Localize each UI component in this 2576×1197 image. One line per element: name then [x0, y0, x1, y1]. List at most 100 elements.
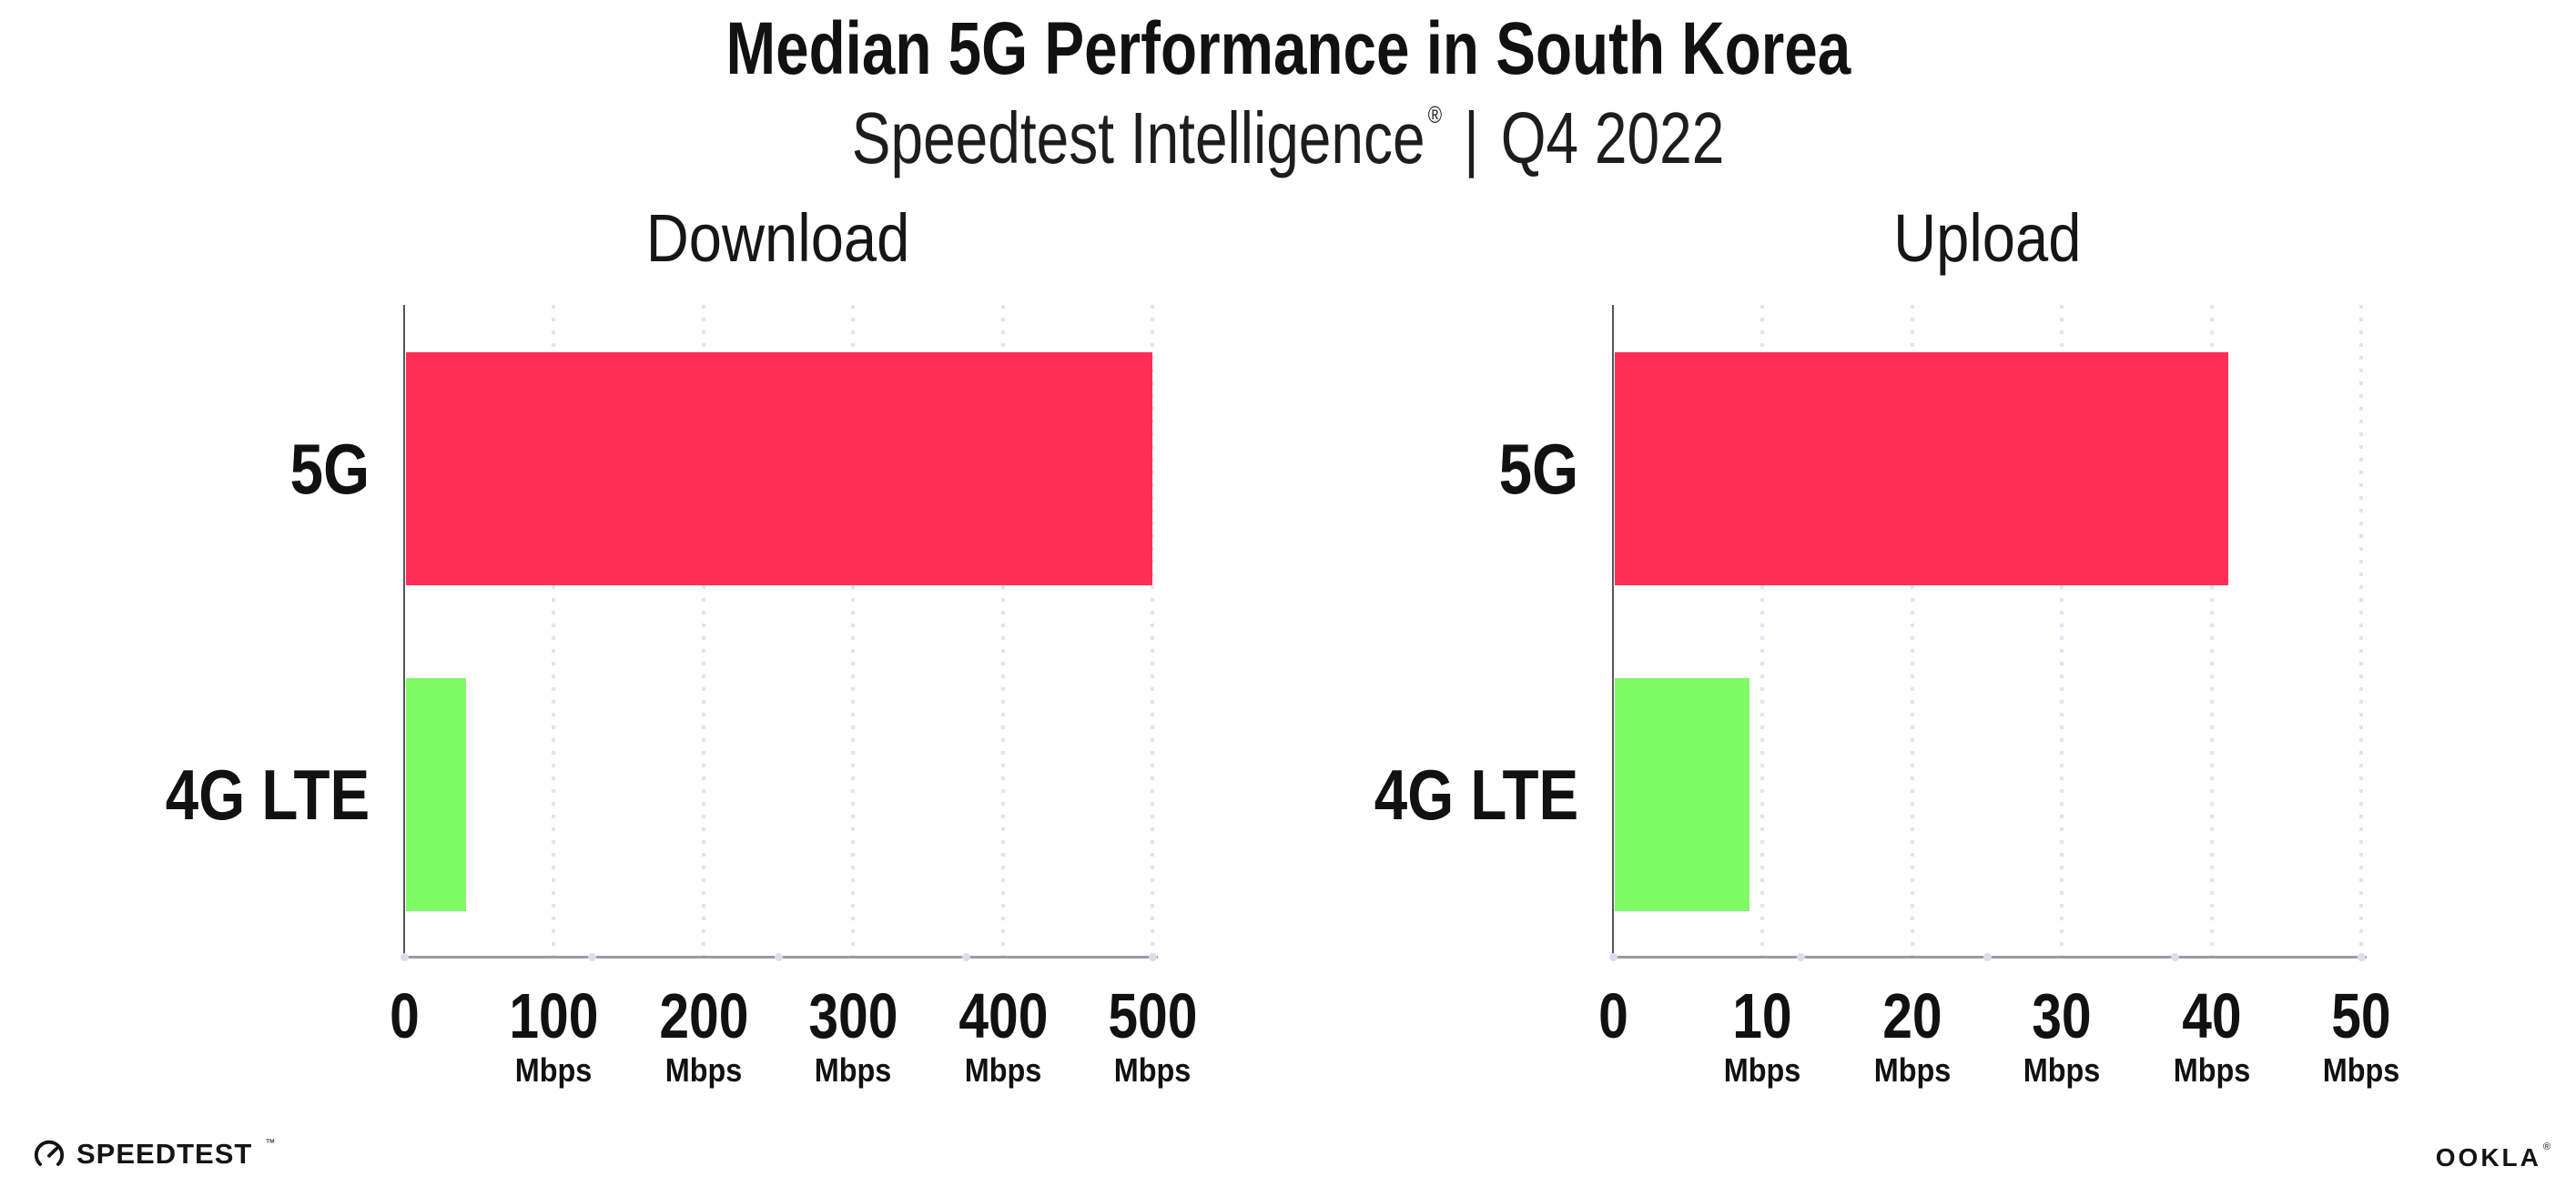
- tick-value-text: 0: [389, 980, 420, 1051]
- page-subtitle-text: Speedtest Intelligence ® | Q4 2022: [852, 93, 1724, 200]
- registered-mark: ®: [1427, 101, 1443, 128]
- tick-value-text: 200: [658, 980, 749, 1051]
- axis-marker-dot: [1797, 953, 1805, 961]
- chart-title-upload: Upload: [1613, 197, 2361, 280]
- x-tick-40: 40 Mbps: [2112, 981, 2312, 1090]
- tick-unit: Mbps: [453, 1050, 654, 1090]
- tick-unit-text: Mbps: [1113, 1051, 1192, 1089]
- category-label-4g-lte: 4G LTE: [0, 749, 370, 840]
- tick-value-text: 400: [958, 980, 1049, 1051]
- y-axis-line: [403, 305, 405, 958]
- tick-value: 100: [453, 981, 654, 1050]
- tick-unit: Mbps: [603, 1050, 804, 1090]
- tick-unit-text: Mbps: [664, 1051, 743, 1089]
- x-tick-400: 400 Mbps: [903, 981, 1103, 1090]
- gridline-20: [1911, 305, 1914, 958]
- speedtest-gauge-icon: [33, 1138, 66, 1171]
- tick-value: 400: [903, 981, 1103, 1050]
- tick-value: 0: [1513, 981, 1713, 1050]
- tick-value: 200: [603, 981, 804, 1050]
- axis-marker-dot: [2171, 953, 2179, 961]
- page-title: Median 5G Performance in South Korea: [0, 4, 2576, 95]
- trademark-mark: ™: [265, 1138, 276, 1149]
- tick-unit: Mbps: [2112, 1050, 2312, 1090]
- tick-value: 50: [2261, 981, 2461, 1050]
- axis-marker-dot: [588, 953, 596, 961]
- tick-value: 500: [1052, 981, 1253, 1050]
- tick-unit: Mbps: [1052, 1050, 1253, 1090]
- bar-5g: [1615, 352, 2228, 585]
- chart-title-text: Download: [646, 200, 910, 276]
- x-tick-50: 50 Mbps: [2261, 981, 2461, 1090]
- bar-4g-lte: [406, 678, 466, 911]
- ookla-registered-mark: ®: [2542, 1141, 2551, 1152]
- category-label-text: 5G: [289, 429, 370, 509]
- axis-marker-dot: [2358, 953, 2366, 961]
- tick-unit-text: Mbps: [2023, 1051, 2101, 1089]
- axis-marker-dot: [962, 953, 970, 961]
- tick-value: 300: [753, 981, 953, 1050]
- tick-unit: Mbps: [1812, 1050, 2013, 1090]
- axis-marker-dot: [1149, 953, 1157, 961]
- gridline-30: [2060, 305, 2064, 958]
- ookla-wordmark: OOKLA: [2435, 1143, 2541, 1172]
- x-tick-30: 30 Mbps: [1962, 981, 2162, 1090]
- x-tick-100: 100 Mbps: [453, 981, 654, 1090]
- x-tick-0: 0: [304, 981, 504, 1050]
- axis-marker-dot: [401, 953, 409, 961]
- subtitle-brand: Speedtest Intelligence: [851, 97, 1425, 178]
- axis-marker-dot: [775, 953, 783, 961]
- gridline-400: [1001, 305, 1005, 958]
- speedtest-logo: SPEEDTEST ™: [33, 1138, 275, 1171]
- tick-value-text: 40: [2182, 980, 2242, 1051]
- category-label-text: 5G: [1498, 429, 1578, 509]
- tick-value-text: 20: [1882, 980, 1942, 1051]
- tick-unit-text: Mbps: [2173, 1051, 2251, 1089]
- subtitle-divider: |: [1464, 97, 1479, 178]
- tick-value-text: 500: [1107, 980, 1198, 1051]
- category-label-5g: 5G: [0, 423, 370, 514]
- tick-unit: Mbps: [903, 1050, 1103, 1090]
- axis-marker-dot: [1609, 953, 1618, 961]
- x-tick-500: 500 Mbps: [1052, 981, 1253, 1090]
- tick-unit: Mbps: [753, 1050, 953, 1090]
- subtitle-period: Q4 2022: [1500, 97, 1725, 178]
- category-label-text: 4G LTE: [1374, 755, 1578, 835]
- tick-unit-text: Mbps: [514, 1051, 593, 1089]
- chart-title-download: Download: [404, 197, 1152, 280]
- tick-unit-text: Mbps: [1873, 1051, 1952, 1089]
- tick-value-text: 50: [2331, 980, 2391, 1051]
- x-tick-20: 20 Mbps: [1812, 981, 2013, 1090]
- page-title-text: Median 5G Performance in South Korea: [725, 7, 1851, 90]
- gridline-50: [2359, 305, 2363, 958]
- gridline-40: [2210, 305, 2214, 958]
- tick-unit-text: Mbps: [964, 1051, 1042, 1089]
- tick-value-text: 100: [508, 980, 599, 1051]
- page-subtitle: Speedtest Intelligence ® | Q4 2022: [0, 93, 2576, 200]
- x-tick-300: 300 Mbps: [753, 981, 953, 1090]
- tick-value: 40: [2112, 981, 2312, 1050]
- category-label-4g-lte: 4G LTE: [1178, 749, 1578, 840]
- gridline-200: [702, 305, 705, 958]
- gridline-300: [851, 305, 855, 958]
- tick-value-text: 10: [1732, 980, 1792, 1051]
- tick-value-text: 0: [1597, 980, 1628, 1051]
- gridline-10: [1760, 305, 1764, 958]
- x-tick-200: 200 Mbps: [603, 981, 804, 1090]
- tick-unit-text: Mbps: [814, 1051, 892, 1089]
- tick-unit-text: Mbps: [2322, 1051, 2400, 1089]
- tick-value: 0: [304, 981, 504, 1050]
- bar-5g: [406, 352, 1152, 585]
- tick-unit: Mbps: [1962, 1050, 2162, 1090]
- gridline-100: [552, 305, 555, 958]
- category-label-5g: 5G: [1178, 423, 1578, 514]
- tick-unit-text: Mbps: [1723, 1051, 1801, 1089]
- tick-value: 10: [1662, 981, 1862, 1050]
- ookla-logo: OOKLA ®: [2435, 1141, 2551, 1172]
- chart-title-text: Upload: [1892, 200, 2082, 276]
- tick-value: 20: [1812, 981, 2013, 1050]
- tick-unit: Mbps: [2261, 1050, 2461, 1090]
- gridline-500: [1151, 305, 1154, 958]
- speedtest-wordmark: SPEEDTEST: [76, 1138, 253, 1170]
